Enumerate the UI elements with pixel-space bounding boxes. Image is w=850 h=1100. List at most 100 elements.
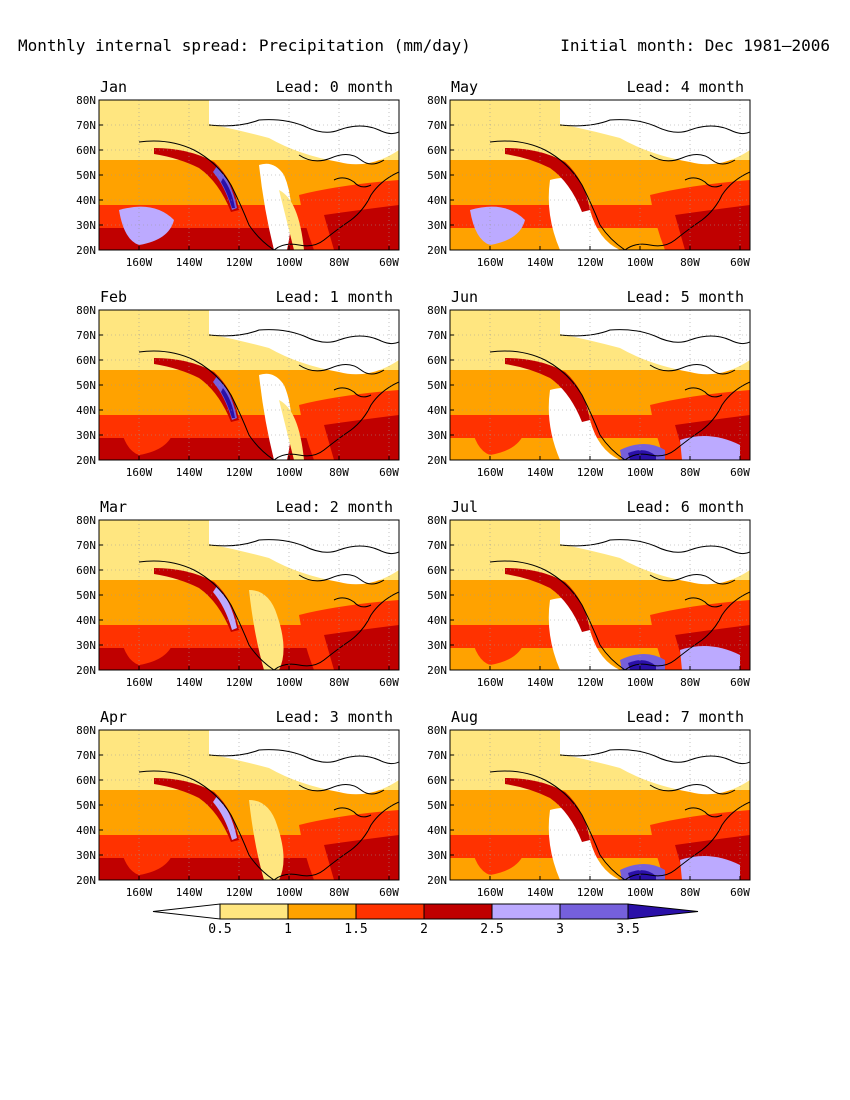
map-panel: Apr Lead: 3 month 80N 70N 60N 50N 40N 30N 20N 160… [76, 708, 400, 899]
longitude-tick-label: 80W [680, 256, 700, 269]
latitude-tick-label: 60N [427, 354, 447, 367]
colorbar-tick-label: 0.5 [208, 922, 231, 937]
latitude-tick-label: 40N [427, 614, 447, 627]
longitude-tick-label: 60W [379, 676, 399, 689]
longitude-tick-label: 160W [126, 676, 153, 689]
colorbar-segment [559, 903, 629, 920]
latitude-tick-label: 50N [76, 799, 96, 812]
panel-lead-label: Lead: 3 month [276, 708, 393, 726]
longitude-tick-label: 100W [627, 466, 654, 479]
longitude-tick-label: 100W [276, 466, 303, 479]
longitude-tick-label: 140W [176, 676, 203, 689]
latitude-tick-label: 30N [427, 639, 447, 652]
latitude-tick-label: 80N [427, 514, 447, 527]
colorbar-segment [219, 903, 289, 920]
panel-month-label: Jan [100, 78, 127, 96]
colorbar: 0.5 1 1.5 2 2.5 3 3.5 [152, 903, 699, 937]
latitude-tick-label: 60N [76, 564, 96, 577]
latitude-tick-label: 70N [427, 749, 447, 762]
panel-lead-label: Lead: 0 month [276, 78, 393, 96]
latitude-tick-label: 30N [427, 219, 447, 232]
longitude-tick-label: 160W [477, 886, 504, 899]
map-panel: Aug Lead: 7 month 80N 70N 60N 50N 40N 30N 20N 160… [427, 708, 751, 899]
longitude-tick-label: 160W [477, 256, 504, 269]
figure-title: Monthly internal spread: Precipitation (… [18, 36, 471, 55]
longitude-tick-label: 120W [577, 466, 604, 479]
latitude-tick-label: 40N [427, 404, 447, 417]
latitude-tick-label: 50N [427, 379, 447, 392]
latitude-tick-label: 70N [76, 539, 96, 552]
latitude-tick-label: 40N [76, 824, 96, 837]
latitude-tick-label: 20N [427, 874, 447, 887]
longitude-tick-label: 80W [329, 886, 349, 899]
latitude-tick-label: 40N [76, 194, 96, 207]
latitude-tick-label: 60N [76, 354, 96, 367]
panel-lead-label: Lead: 5 month [627, 288, 744, 306]
latitude-tick-label: 80N [76, 304, 96, 317]
panel-lead-label: Lead: 1 month [276, 288, 393, 306]
latitude-tick-label: 50N [427, 589, 447, 602]
latitude-tick-label: 60N [427, 774, 447, 787]
longitude-tick-label: 140W [176, 886, 203, 899]
longitude-tick-label: 100W [276, 886, 303, 899]
longitude-tick-label: 160W [477, 676, 504, 689]
colorbar-tick-label: 2 [420, 922, 428, 937]
precipitation-field [450, 730, 750, 880]
precipitation-field [450, 310, 750, 460]
precipitation-field [450, 520, 750, 670]
precipitation-field [450, 100, 750, 250]
latitude-tick-label: 30N [76, 849, 96, 862]
latitude-tick-label: 20N [76, 244, 96, 257]
longitude-tick-label: 80W [680, 676, 700, 689]
precipitation-field [99, 310, 399, 460]
latitude-tick-label: 20N [76, 664, 96, 677]
panel-month-label: Feb [100, 288, 127, 306]
latitude-tick-label: 70N [76, 119, 96, 132]
longitude-tick-label: 60W [379, 256, 399, 269]
colorbar-segment [423, 903, 493, 920]
colorbar-tick-label: 3.5 [616, 922, 639, 937]
latitude-tick-label: 80N [76, 94, 96, 107]
latitude-tick-label: 80N [76, 514, 96, 527]
latitude-tick-label: 70N [427, 119, 447, 132]
longitude-tick-label: 160W [126, 886, 153, 899]
latitude-tick-label: 30N [427, 849, 447, 862]
latitude-tick-label: 30N [76, 219, 96, 232]
colorbar-high-arrow [627, 903, 699, 920]
longitude-tick-label: 100W [276, 256, 303, 269]
longitude-tick-label: 140W [176, 466, 203, 479]
latitude-tick-label: 30N [76, 429, 96, 442]
colorbar-segment [287, 903, 357, 920]
longitude-tick-label: 100W [627, 676, 654, 689]
latitude-tick-label: 20N [427, 454, 447, 467]
longitude-tick-label: 100W [276, 676, 303, 689]
latitude-tick-label: 50N [427, 169, 447, 182]
longitude-tick-label: 120W [226, 676, 253, 689]
colorbar-segment [491, 903, 561, 920]
colorbar-tick-label: 2.5 [480, 922, 503, 937]
colorbar-tick-label: 1 [284, 922, 292, 937]
latitude-tick-label: 60N [76, 774, 96, 787]
panel-month-label: Aug [451, 708, 478, 726]
longitude-tick-label: 120W [577, 676, 604, 689]
colorbar-segment [355, 903, 425, 920]
latitude-tick-label: 30N [427, 429, 447, 442]
panel-month-label: Apr [100, 708, 127, 726]
latitude-tick-label: 70N [76, 329, 96, 342]
latitude-tick-label: 20N [76, 454, 96, 467]
latitude-tick-label: 70N [427, 329, 447, 342]
longitude-tick-label: 120W [226, 466, 253, 479]
latitude-tick-label: 40N [427, 194, 447, 207]
longitude-tick-label: 140W [527, 676, 554, 689]
colorbar-tick-label: 1.5 [344, 922, 367, 937]
latitude-tick-label: 60N [427, 564, 447, 577]
panel-lead-label: Lead: 2 month [276, 498, 393, 516]
longitude-tick-label: 160W [477, 466, 504, 479]
longitude-tick-label: 60W [730, 256, 750, 269]
colorbar-low-arrow [152, 903, 221, 920]
latitude-tick-label: 80N [76, 724, 96, 737]
longitude-tick-label: 160W [126, 466, 153, 479]
latitude-tick-label: 20N [427, 664, 447, 677]
longitude-tick-label: 80W [329, 466, 349, 479]
